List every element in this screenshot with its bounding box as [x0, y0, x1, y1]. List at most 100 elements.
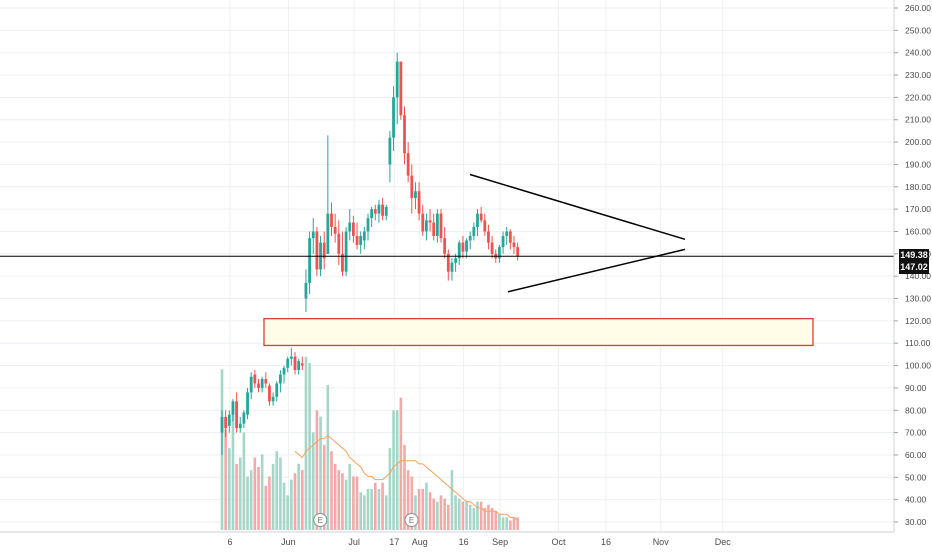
candle-body [330, 213, 333, 228]
candle-body [454, 258, 457, 263]
volume-bar [428, 492, 432, 530]
volume-bar [461, 501, 465, 530]
volume-bar [355, 476, 359, 530]
volume-bar [293, 473, 297, 530]
volume-bar [501, 517, 505, 530]
volume-bar [311, 432, 315, 530]
candle-body [279, 374, 282, 384]
volume-bar [490, 507, 494, 530]
volume-bar [439, 495, 443, 530]
y-tick-label: 190.00 [905, 159, 931, 169]
volume-bar [377, 489, 381, 530]
candle-body [417, 191, 421, 214]
x-tick-label: 16 [601, 537, 611, 547]
candle-body [512, 242, 516, 248]
x-tick-label: Aug [412, 537, 428, 547]
y-tick-label: 30.00 [905, 517, 927, 527]
volume-bar [395, 410, 399, 530]
candle-body [465, 240, 468, 252]
support-zone-rect [263, 317, 814, 347]
candle-body [352, 222, 355, 236]
y-tick-label: 260.00 [905, 3, 931, 13]
volume-bar [465, 501, 468, 530]
candle-body [249, 376, 253, 393]
candle-body [260, 378, 264, 388]
x-tick-label: Oct [551, 537, 566, 547]
volume-bar [381, 482, 384, 530]
volume-bar [487, 504, 490, 530]
volume-bar [494, 511, 498, 530]
volume-bar [436, 501, 439, 530]
volume-bar [457, 498, 461, 530]
candle-body [487, 231, 490, 243]
candle-body [235, 401, 238, 429]
candle-body [505, 231, 509, 236]
x-tick-label: Sep [492, 537, 508, 547]
candle-body [264, 378, 268, 384]
volume-bar [403, 444, 406, 530]
y-tick-label: 140.00 [905, 271, 931, 281]
candle-body [428, 220, 432, 223]
earnings-marker [404, 513, 419, 527]
candle-body [337, 233, 341, 254]
volume-bar [443, 498, 446, 530]
candle-body [498, 247, 501, 259]
candle-body [432, 222, 436, 236]
volume-bar [253, 457, 257, 530]
candle-body [472, 227, 476, 236]
y-tick-label: 250.00 [905, 25, 931, 35]
triangle-drawing[interactable] [469, 173, 686, 293]
volume-bar [454, 495, 457, 530]
candle-body [435, 213, 439, 236]
y-tick-label: 240.00 [905, 48, 931, 58]
y-tick-label: 70.00 [905, 428, 927, 438]
candle-body [414, 191, 417, 198]
candle-body [366, 218, 370, 232]
candle-body [242, 412, 246, 424]
candle-body [362, 231, 366, 241]
volume-bar [231, 413, 235, 530]
volume-bar [319, 416, 322, 530]
volume-bar [275, 451, 279, 530]
volume-bar [333, 463, 337, 530]
volume-bar [260, 454, 264, 530]
volume-bar [279, 457, 282, 530]
volume-bar [228, 448, 231, 530]
triangle-upper-line [469, 173, 686, 241]
candle-body [501, 235, 505, 248]
candle-body [370, 209, 374, 219]
y-tick-label: 160.00 [905, 226, 931, 236]
x-tick-label: Nov [653, 537, 670, 547]
volume-bar [304, 356, 308, 530]
volume-bar [286, 495, 289, 530]
x-tick-label: Dec [715, 537, 732, 547]
volume-bar [308, 363, 311, 530]
candle-body [359, 235, 363, 245]
support-zone[interactable] [263, 317, 814, 347]
volume-bar [271, 463, 275, 530]
candle-body [315, 231, 319, 270]
candle-body [224, 416, 228, 429]
volume-bar [384, 495, 388, 530]
candle-body [271, 396, 275, 402]
y-tick-label: 50.00 [905, 472, 927, 482]
candle-body [355, 235, 359, 245]
volume-bar [388, 448, 392, 530]
volume-bars [220, 356, 519, 530]
volume-bar [224, 429, 227, 530]
volume-bar [290, 479, 293, 530]
y-tick-label: 230.00 [905, 70, 931, 80]
volume-bar [337, 470, 341, 530]
candle-body [508, 231, 512, 243]
candle-body [289, 356, 293, 359]
candle-body [446, 253, 450, 272]
candle-body [483, 220, 487, 232]
volume-bar [242, 432, 246, 530]
candle-body [395, 61, 399, 98]
candle-body [392, 97, 395, 138]
candle-body [461, 242, 465, 252]
